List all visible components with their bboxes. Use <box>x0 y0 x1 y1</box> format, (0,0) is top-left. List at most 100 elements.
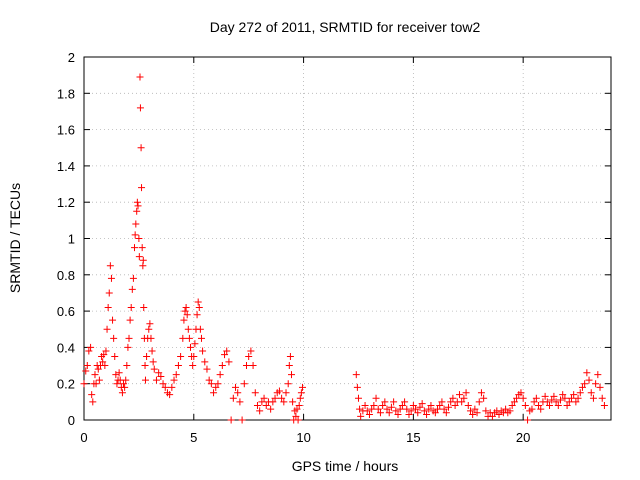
data-point <box>126 316 134 324</box>
data-point <box>85 347 93 355</box>
y-axis-title: SRMTID / TECUs <box>7 183 23 293</box>
data-point <box>133 198 141 206</box>
data-point <box>466 407 474 415</box>
data-point <box>104 303 112 311</box>
data-point <box>143 352 151 360</box>
data-point <box>451 401 459 409</box>
x-tick-label: 5 <box>190 430 197 445</box>
data-point <box>135 235 143 242</box>
data-point <box>236 398 244 406</box>
data-point <box>128 285 136 293</box>
data-point <box>356 405 364 413</box>
data-point <box>594 371 602 379</box>
data-point <box>186 343 194 351</box>
data-point <box>537 405 545 413</box>
data-point <box>82 367 90 375</box>
data-point <box>361 401 369 409</box>
data-point <box>214 380 222 388</box>
data-point <box>141 362 149 370</box>
data-point <box>149 358 157 366</box>
x-tick-label: 10 <box>296 430 310 445</box>
data-point <box>379 401 387 409</box>
data-point <box>275 387 283 395</box>
data-point <box>297 389 305 397</box>
data-point <box>376 409 384 417</box>
data-point <box>563 401 571 409</box>
data-point <box>185 334 193 342</box>
data-point <box>197 334 205 342</box>
y-tick-label: 2 <box>68 50 75 65</box>
data-point <box>207 380 215 388</box>
data-point <box>110 334 118 342</box>
data-point <box>284 380 292 388</box>
data-point <box>442 409 450 417</box>
data-point <box>436 401 444 409</box>
data-point <box>567 394 575 402</box>
data-point <box>390 398 398 406</box>
data-point <box>132 220 140 228</box>
data-point <box>357 412 365 420</box>
data-point <box>434 405 442 413</box>
data-point <box>570 391 578 399</box>
data-point <box>134 202 142 210</box>
data-point <box>107 274 115 282</box>
data-point <box>282 389 290 397</box>
data-point <box>365 411 373 419</box>
data-point <box>550 392 558 400</box>
grid <box>84 57 611 420</box>
data-point <box>506 407 514 415</box>
data-point <box>232 383 240 391</box>
data-point <box>148 347 156 355</box>
data-point <box>180 316 188 324</box>
data-point <box>225 358 233 366</box>
data-point <box>471 405 479 413</box>
data-point <box>242 362 250 370</box>
data-point <box>372 394 380 402</box>
data-point <box>528 405 536 413</box>
data-point <box>578 383 586 391</box>
data-point <box>168 383 176 391</box>
data-point <box>513 394 521 402</box>
data-point <box>92 380 100 388</box>
data-point <box>293 405 301 413</box>
data-point <box>103 325 111 333</box>
data-point <box>587 389 595 397</box>
chart-title: Day 272 of 2011, SRMTID for receiver tow… <box>210 19 481 35</box>
data-point <box>177 352 185 360</box>
data-point <box>109 316 117 324</box>
data-point <box>581 380 589 388</box>
data-point <box>221 351 229 359</box>
data-point <box>157 372 165 380</box>
data-point <box>352 371 360 379</box>
data-point <box>234 389 242 397</box>
y-tick-label: 1.8 <box>57 86 75 101</box>
data-point <box>289 398 297 406</box>
data-point <box>258 398 266 406</box>
data-point <box>423 411 431 419</box>
data-point <box>121 383 129 391</box>
data-point <box>480 394 488 402</box>
data-point <box>396 405 404 413</box>
data-point <box>405 411 413 419</box>
data-point <box>370 401 378 409</box>
data-point <box>150 365 158 373</box>
data-point <box>105 289 113 297</box>
data-point <box>131 244 139 252</box>
data-point <box>425 405 433 413</box>
data-point <box>449 394 457 402</box>
data-point <box>572 398 580 406</box>
data-point <box>502 405 510 413</box>
data-point <box>212 383 220 391</box>
data-point <box>280 398 288 406</box>
data-point <box>407 407 415 415</box>
data-point <box>574 394 582 402</box>
data-point <box>363 407 371 415</box>
data-point <box>447 398 455 406</box>
data-point <box>101 362 109 370</box>
ticks <box>83 56 611 421</box>
data-point <box>161 383 169 391</box>
data-point <box>353 383 361 391</box>
data-point <box>145 325 153 333</box>
data-point <box>203 365 211 373</box>
data-point <box>431 409 439 417</box>
